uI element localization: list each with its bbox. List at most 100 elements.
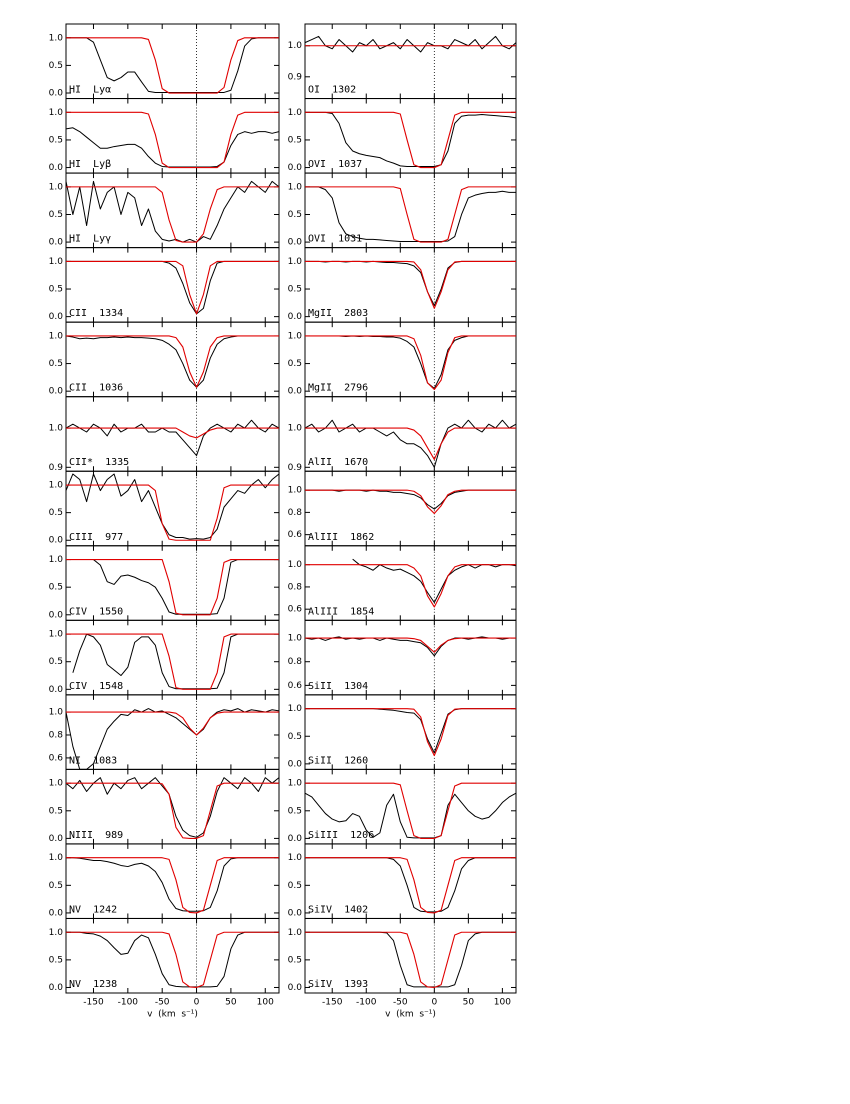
line-label: SiIV 1402 (308, 904, 368, 915)
line-label: SiII 1260 (308, 755, 368, 766)
y-tick-label: 1.0 (49, 481, 64, 491)
y-tick-label: 1.0 (288, 704, 303, 714)
x-tick-label: -50 (393, 998, 408, 1008)
spectrum (304, 792, 517, 839)
model (66, 782, 279, 839)
y-tick-label: 1.0 (49, 630, 64, 640)
y-tick-label: 0.5 (288, 359, 302, 369)
spectrum (304, 419, 517, 468)
y-tick-label: 0.0 (288, 834, 303, 844)
y-tick-label: 0.0 (49, 312, 64, 322)
y-tick-label: 0.0 (49, 163, 64, 173)
spectrum (66, 37, 279, 93)
y-tick-label: 0.9 (288, 72, 303, 82)
model (305, 260, 516, 309)
x-tick-label: -50 (155, 998, 170, 1008)
y-tick-label: 1.0 (49, 331, 64, 341)
x-tick-label: -150 (322, 998, 343, 1008)
model (66, 37, 279, 94)
x-tick-label: 100 (494, 998, 511, 1008)
x-tick-label: 100 (257, 998, 274, 1008)
y-tick-label: 0.0 (49, 685, 64, 695)
y-tick-label: 1.0 (49, 257, 64, 267)
model (66, 484, 279, 541)
y-tick-label: 0.6 (288, 605, 303, 615)
model (66, 186, 279, 243)
line-label: NI 1083 (69, 755, 117, 766)
y-tick-label: 1.0 (288, 928, 303, 938)
model (66, 857, 279, 914)
y-tick-label: 0.0 (49, 536, 64, 546)
y-tick-label: 0.0 (288, 238, 303, 248)
spectrum (305, 111, 517, 167)
model (305, 489, 516, 515)
line-label: CIV 1550 (69, 606, 123, 617)
y-tick-label: 1.0 (49, 779, 64, 789)
x-tick-label: -100 (356, 998, 377, 1008)
y-tick-label: 0.9 (49, 463, 64, 473)
y-tick-label: 0.5 (49, 657, 63, 667)
y-tick-label: 0.5 (49, 806, 63, 816)
y-tick-label: 0.0 (49, 983, 64, 993)
spectrum (304, 35, 517, 53)
y-tick-label: 1.0 (288, 331, 303, 341)
line-label: CIII 977 (69, 532, 123, 543)
y-tick-label: 0.0 (49, 908, 64, 918)
y-tick-label: 0.5 (288, 806, 302, 816)
model (305, 564, 516, 608)
x-tick-label: -150 (83, 998, 104, 1008)
y-tick-label: 0.5 (288, 210, 302, 220)
spectrum (65, 127, 280, 168)
y-tick-label: 0.0 (288, 983, 303, 993)
model (305, 708, 516, 757)
x-tick-label: 0 (431, 998, 437, 1008)
line-label: HI Lyα (69, 85, 111, 96)
y-tick-label: 0.0 (288, 908, 303, 918)
y-tick-label: 1.0 (49, 424, 64, 434)
spectrum (305, 260, 516, 307)
line-label: MgII 2803 (308, 308, 368, 319)
y-tick-label: 0.5 (49, 508, 63, 518)
y-tick-label: 0.0 (288, 312, 303, 322)
line-label: OVI 1037 (308, 159, 362, 170)
spectrum (65, 708, 280, 770)
y-tick-label: 1.0 (49, 108, 64, 118)
y-tick-label: 0.8 (49, 730, 64, 740)
y-tick-label: 0.5 (49, 210, 63, 220)
y-tick-label: 0.6 (288, 530, 303, 540)
line-label: SiIV 1393 (308, 979, 368, 990)
model (305, 637, 516, 653)
y-tick-label: 0.6 (49, 753, 64, 763)
y-tick-label: 0.5 (288, 955, 302, 965)
spectrum (65, 335, 279, 388)
line-label: CIV 1548 (69, 681, 123, 692)
model (305, 186, 516, 243)
spectrum (65, 419, 280, 457)
model (305, 931, 516, 989)
spectrum (66, 857, 279, 912)
model (66, 111, 279, 169)
y-tick-label: 1.0 (49, 853, 64, 863)
spectrum (305, 186, 516, 243)
y-tick-label: 1.0 (288, 560, 303, 570)
y-tick-label: 0.0 (288, 387, 303, 397)
line-label: HI Lyβ (69, 159, 111, 170)
panel-frame (304, 917, 517, 994)
y-tick-label: 1.0 (288, 634, 303, 644)
y-tick-label: 0.0 (288, 163, 303, 173)
model (66, 427, 279, 439)
line-label: CII* 1335 (69, 457, 129, 468)
y-tick-label: 1.0 (49, 708, 64, 718)
line-label: NIII 989 (69, 830, 123, 841)
y-tick-label: 1.0 (288, 257, 303, 267)
y-tick-label: 1.0 (288, 486, 303, 496)
line-label: AlII 1670 (308, 457, 368, 468)
x-tick-label: 50 (225, 998, 237, 1008)
spectrum (65, 473, 280, 540)
spectrum (352, 558, 517, 604)
line-label: AlIII 1854 (308, 606, 374, 617)
model (66, 260, 279, 315)
spectrum (305, 708, 516, 754)
